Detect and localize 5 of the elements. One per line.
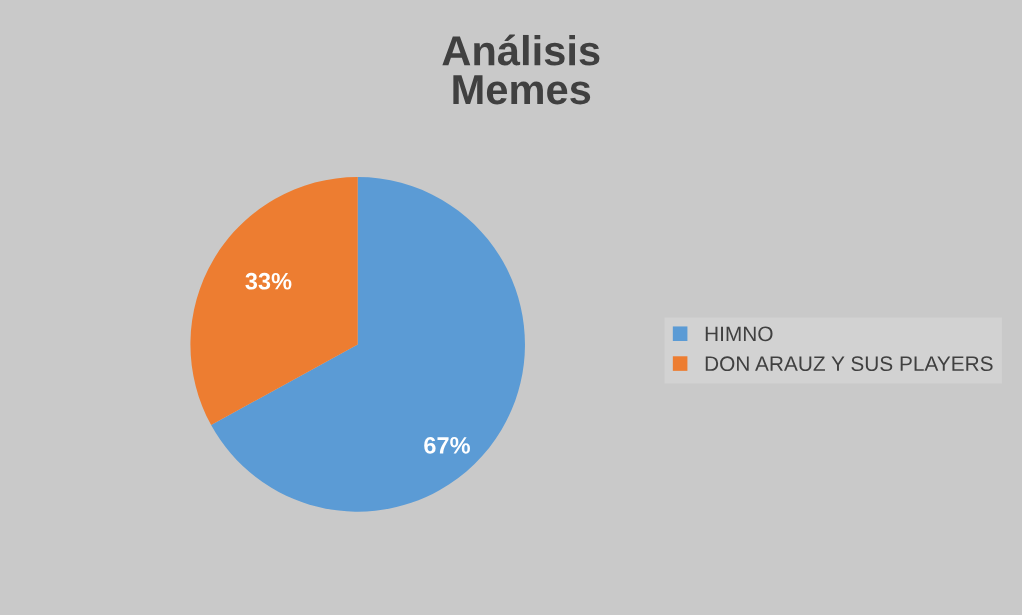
legend-label: HIMNO <box>705 326 773 342</box>
data-label: 33% <box>245 272 292 290</box>
legend-label: DON ARAUZ Y SUS PLAYERS <box>705 356 993 372</box>
chart-title: Análisis Memes <box>442 34 600 105</box>
data-label: 67% <box>424 437 470 454</box>
